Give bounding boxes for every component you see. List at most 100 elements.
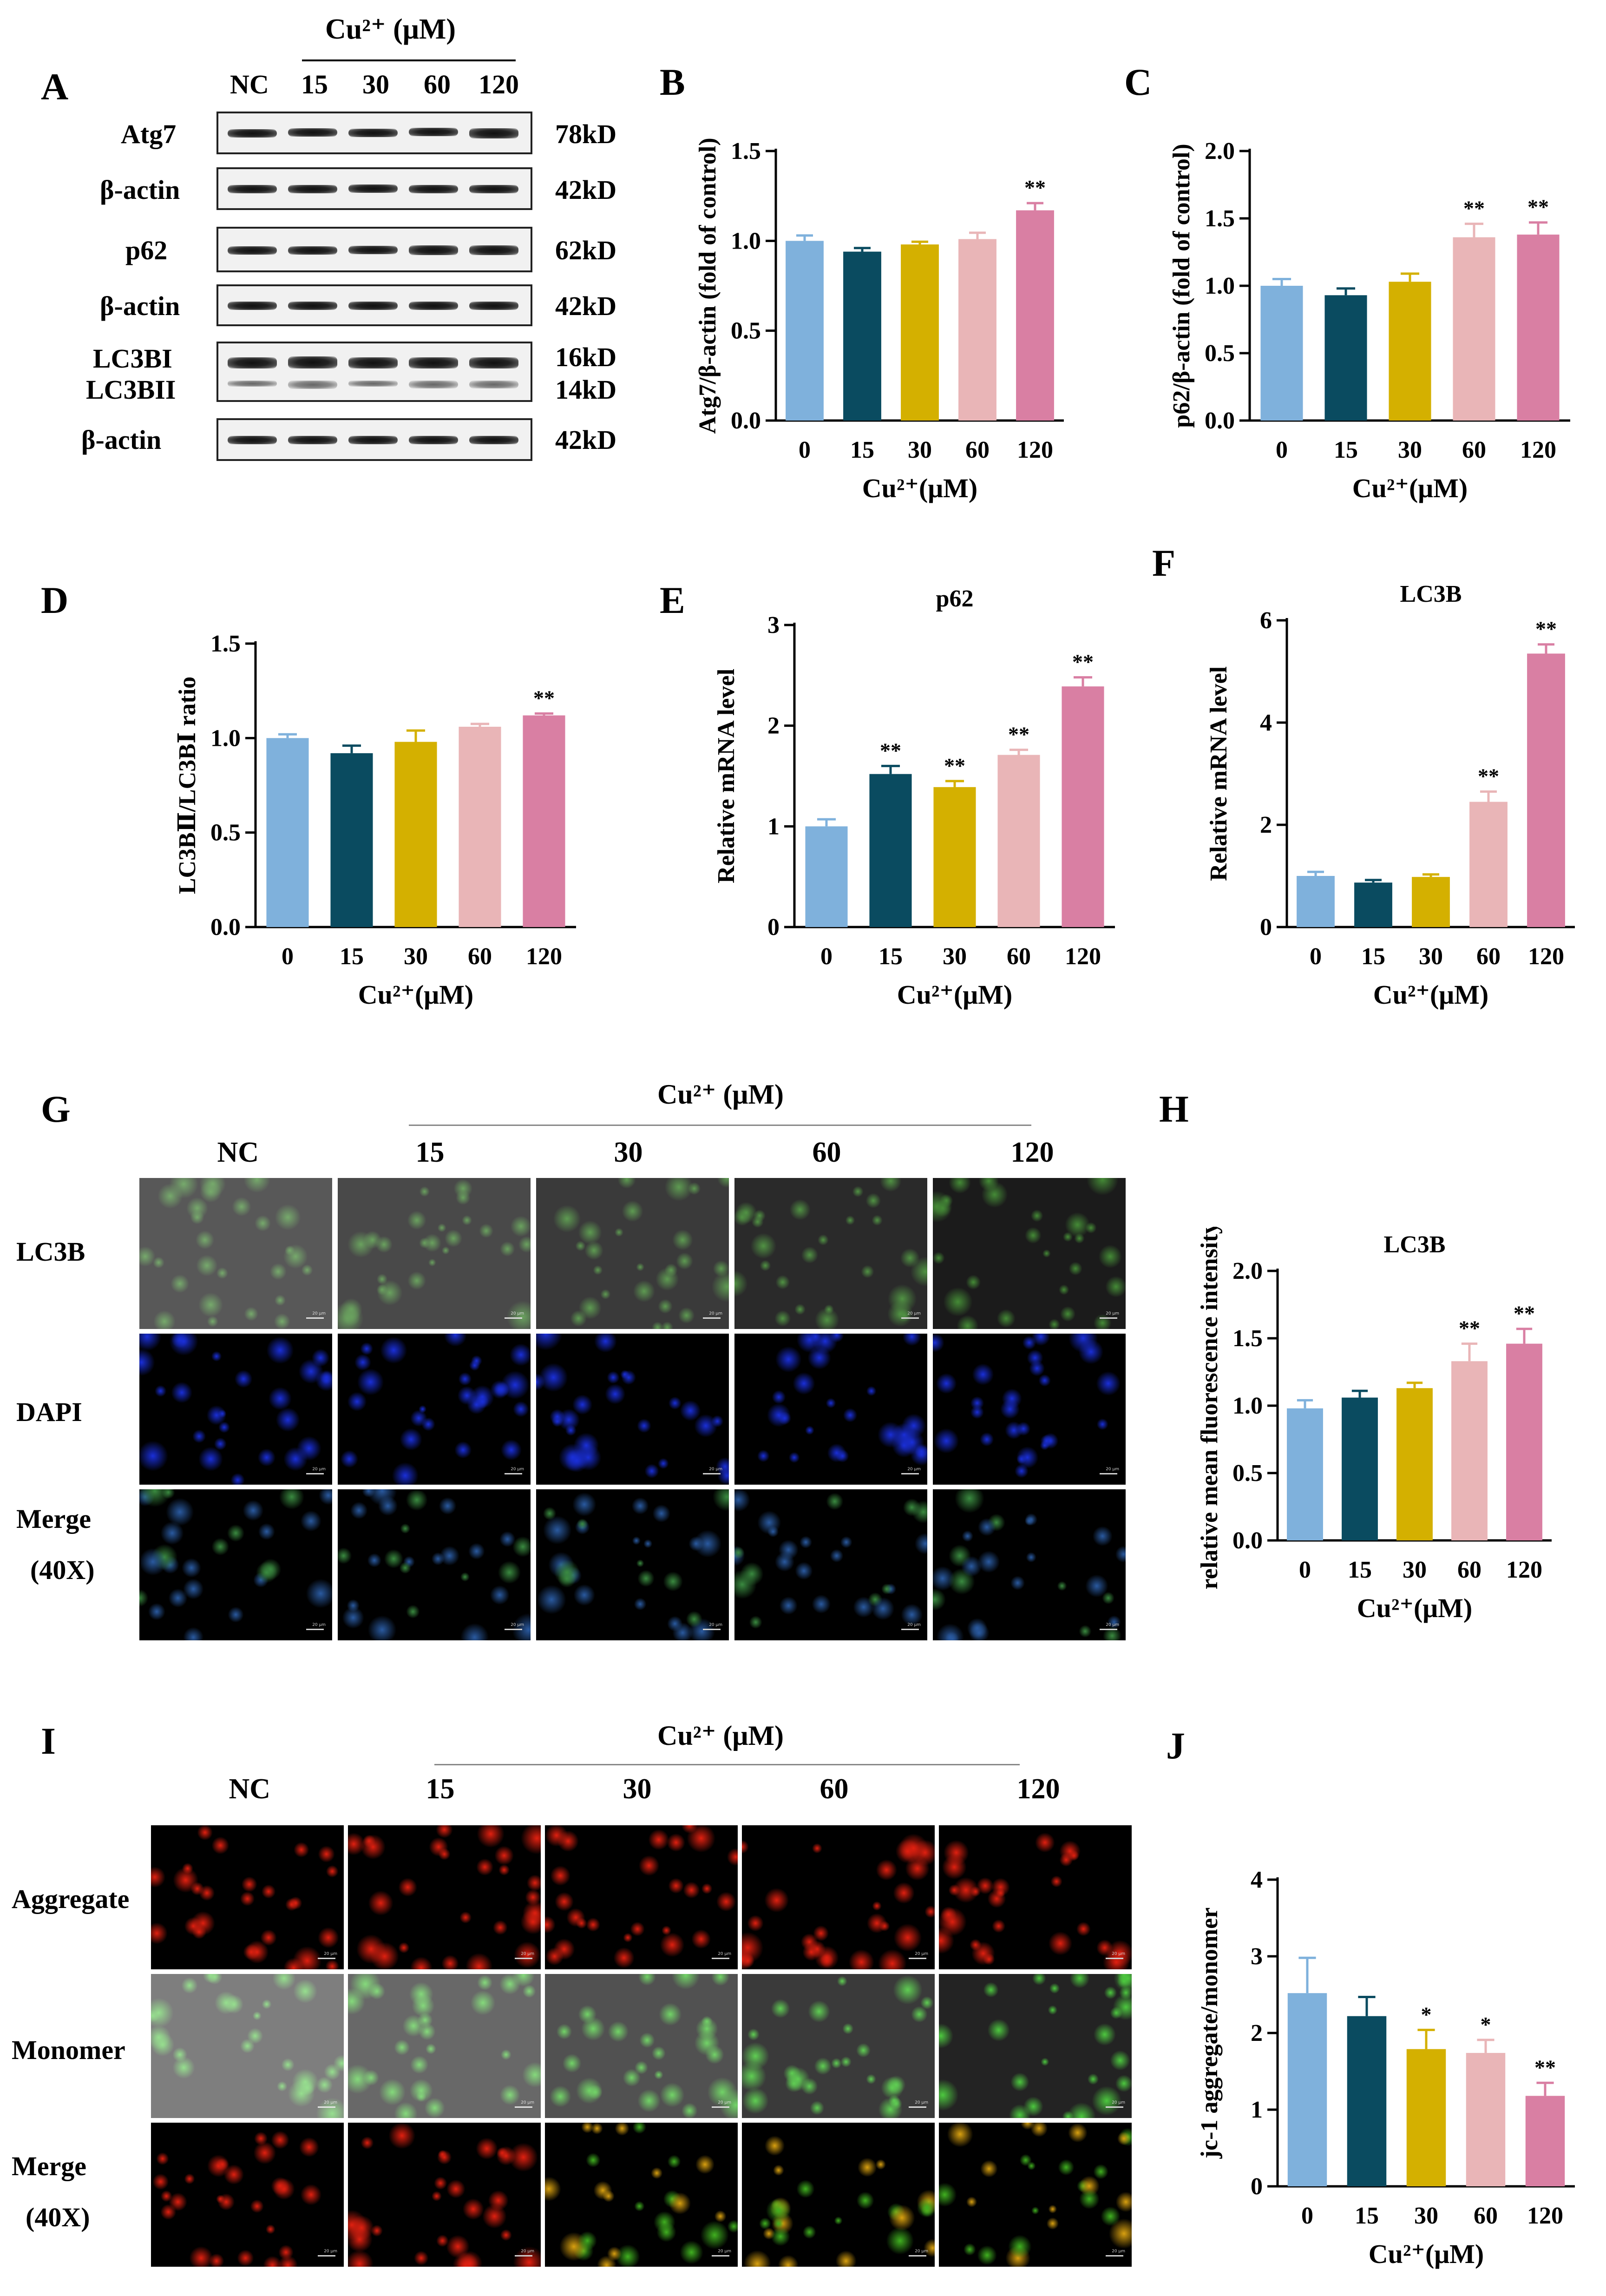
scale-bar bbox=[515, 2106, 532, 2108]
y-axis-label: p62/β-actin (fold of control) bbox=[1168, 144, 1195, 428]
scale-bar bbox=[505, 1317, 522, 1319]
scale-bar-label: 20 μm bbox=[907, 1467, 921, 1472]
bar bbox=[1469, 802, 1508, 927]
bar bbox=[1260, 286, 1303, 421]
bar bbox=[997, 755, 1040, 927]
micro-g-group-label: Cu²⁺ (μM) bbox=[657, 1079, 784, 1110]
x-tick-label: 120 bbox=[1017, 437, 1053, 463]
blot-strip-actin-3 bbox=[216, 418, 532, 461]
bar bbox=[1354, 882, 1392, 927]
micrograph: 20 μm bbox=[338, 1334, 531, 1485]
blot-strip-p62 bbox=[216, 227, 532, 272]
bar bbox=[523, 715, 565, 927]
bar bbox=[394, 742, 437, 927]
y-axis-label: Relative mRNA level bbox=[713, 669, 740, 883]
scale-bar bbox=[1100, 1473, 1117, 1474]
x-axis-label: Cu²⁺(μM) bbox=[897, 980, 1012, 1010]
micrograph: 20 μm bbox=[348, 1825, 541, 1969]
micrograph: 20 μm bbox=[545, 2123, 738, 2267]
y-tick-label: 3 bbox=[1251, 1943, 1263, 1970]
micro-row-label: Merge bbox=[16, 1504, 91, 1534]
micro-col-label: 60 bbox=[819, 1773, 849, 1805]
y-tick-label: 4 bbox=[1251, 1867, 1263, 1893]
y-tick-label: 0.5 bbox=[210, 820, 241, 846]
scale-bar-label: 20 μm bbox=[324, 2249, 337, 2254]
bar bbox=[1324, 295, 1367, 421]
y-tick-label: 1.5 bbox=[1232, 1325, 1263, 1352]
x-axis-label: Cu²⁺(μM) bbox=[1352, 473, 1468, 503]
panel-label-c: C bbox=[1124, 61, 1152, 103]
x-tick-label: 30 bbox=[1398, 437, 1422, 463]
bar bbox=[869, 774, 912, 927]
micrograph: 20 μm bbox=[939, 1825, 1132, 1969]
micro-col-label: 120 bbox=[1016, 1773, 1060, 1805]
scale-bar-label: 20 μm bbox=[915, 2249, 928, 2254]
micro-g-group-line bbox=[409, 1125, 1031, 1126]
scale-bar bbox=[901, 1473, 919, 1474]
x-tick-label: 0 bbox=[282, 943, 294, 970]
x-tick-label: 60 bbox=[1462, 437, 1486, 463]
y-tick-label: 1.0 bbox=[1205, 273, 1235, 299]
y-tick-label: 0.0 bbox=[1205, 408, 1235, 434]
blot-strip-actin-1 bbox=[216, 167, 532, 210]
blot-lane-15: 15 bbox=[301, 69, 328, 99]
bar bbox=[805, 826, 848, 927]
blot-lane-120: 120 bbox=[479, 69, 519, 99]
bar bbox=[1062, 686, 1104, 927]
y-tick-label: 1 bbox=[767, 813, 780, 840]
bar bbox=[330, 753, 373, 927]
bar bbox=[1412, 877, 1450, 927]
scale-bar bbox=[1100, 1629, 1117, 1630]
x-tick-label: 120 bbox=[1506, 1557, 1542, 1583]
micro-col-label: 15 bbox=[426, 1773, 455, 1805]
blot-row-label-lc3bii: LC3BII bbox=[86, 375, 176, 405]
y-tick-label: 0.5 bbox=[1232, 1460, 1263, 1487]
panel-label-j: J bbox=[1166, 1724, 1185, 1767]
chart-title: LC3B bbox=[1384, 1231, 1446, 1258]
bar bbox=[1451, 1361, 1488, 1540]
bar bbox=[933, 787, 976, 927]
x-axis-label: Cu²⁺(μM) bbox=[1373, 980, 1488, 1010]
y-axis-label: relative mean fluorescence intensity bbox=[1196, 1227, 1223, 1589]
scale-bar bbox=[515, 1958, 532, 1959]
scale-bar bbox=[703, 1317, 721, 1319]
x-tick-label: 15 bbox=[850, 437, 874, 463]
micrograph: 20 μm bbox=[536, 1489, 729, 1640]
micro-col-label: 30 bbox=[614, 1137, 643, 1168]
scale-bar-label: 20 μm bbox=[718, 2100, 731, 2105]
scale-bar bbox=[505, 1629, 522, 1630]
panel-label-e: E bbox=[660, 579, 685, 621]
y-axis-label: Relative mRNA level bbox=[1206, 666, 1232, 881]
bar bbox=[1342, 1397, 1378, 1540]
significance-mark: ** bbox=[1534, 2055, 1556, 2079]
scale-bar bbox=[1106, 2255, 1123, 2257]
micrograph: 20 μm bbox=[933, 1489, 1126, 1640]
micro-row-label: Monomer bbox=[12, 2035, 125, 2065]
y-tick-label: 1.0 bbox=[210, 725, 241, 751]
x-tick-label: 15 bbox=[878, 943, 903, 970]
scale-bar bbox=[909, 2106, 926, 2108]
micrograph: 20 μm bbox=[742, 1974, 935, 2118]
x-tick-label: 0 bbox=[1276, 437, 1288, 463]
micrograph: 20 μm bbox=[742, 2123, 935, 2267]
scale-bar bbox=[901, 1629, 919, 1630]
scale-bar-label: 20 μm bbox=[521, 2249, 534, 2254]
scale-bar-label: 20 μm bbox=[511, 1467, 524, 1472]
x-tick-label: 15 bbox=[340, 943, 364, 970]
micrograph: 20 μm bbox=[338, 1178, 531, 1329]
y-tick-label: 0 bbox=[1251, 2173, 1263, 2200]
micro-row-label: LC3B bbox=[16, 1237, 85, 1267]
blot-lane-30: 30 bbox=[362, 69, 389, 99]
scale-bar bbox=[1106, 2106, 1123, 2108]
scale-bar-label: 20 μm bbox=[511, 1311, 524, 1316]
y-axis-label: LC3BⅡ/LC3BⅠ ratio bbox=[174, 677, 201, 894]
bar bbox=[266, 738, 309, 927]
chart-title: p62 bbox=[936, 586, 974, 612]
micrograph: 20 μm bbox=[933, 1178, 1126, 1329]
x-axis-label: Cu²⁺(μM) bbox=[1369, 2239, 1484, 2269]
scale-bar-label: 20 μm bbox=[1106, 1311, 1119, 1316]
scale-bar bbox=[306, 1317, 324, 1319]
scale-bar-label: 20 μm bbox=[521, 2100, 534, 2105]
blot-group-label: Cu²⁺ (μM) bbox=[325, 13, 456, 45]
blot-group-line bbox=[302, 59, 516, 61]
